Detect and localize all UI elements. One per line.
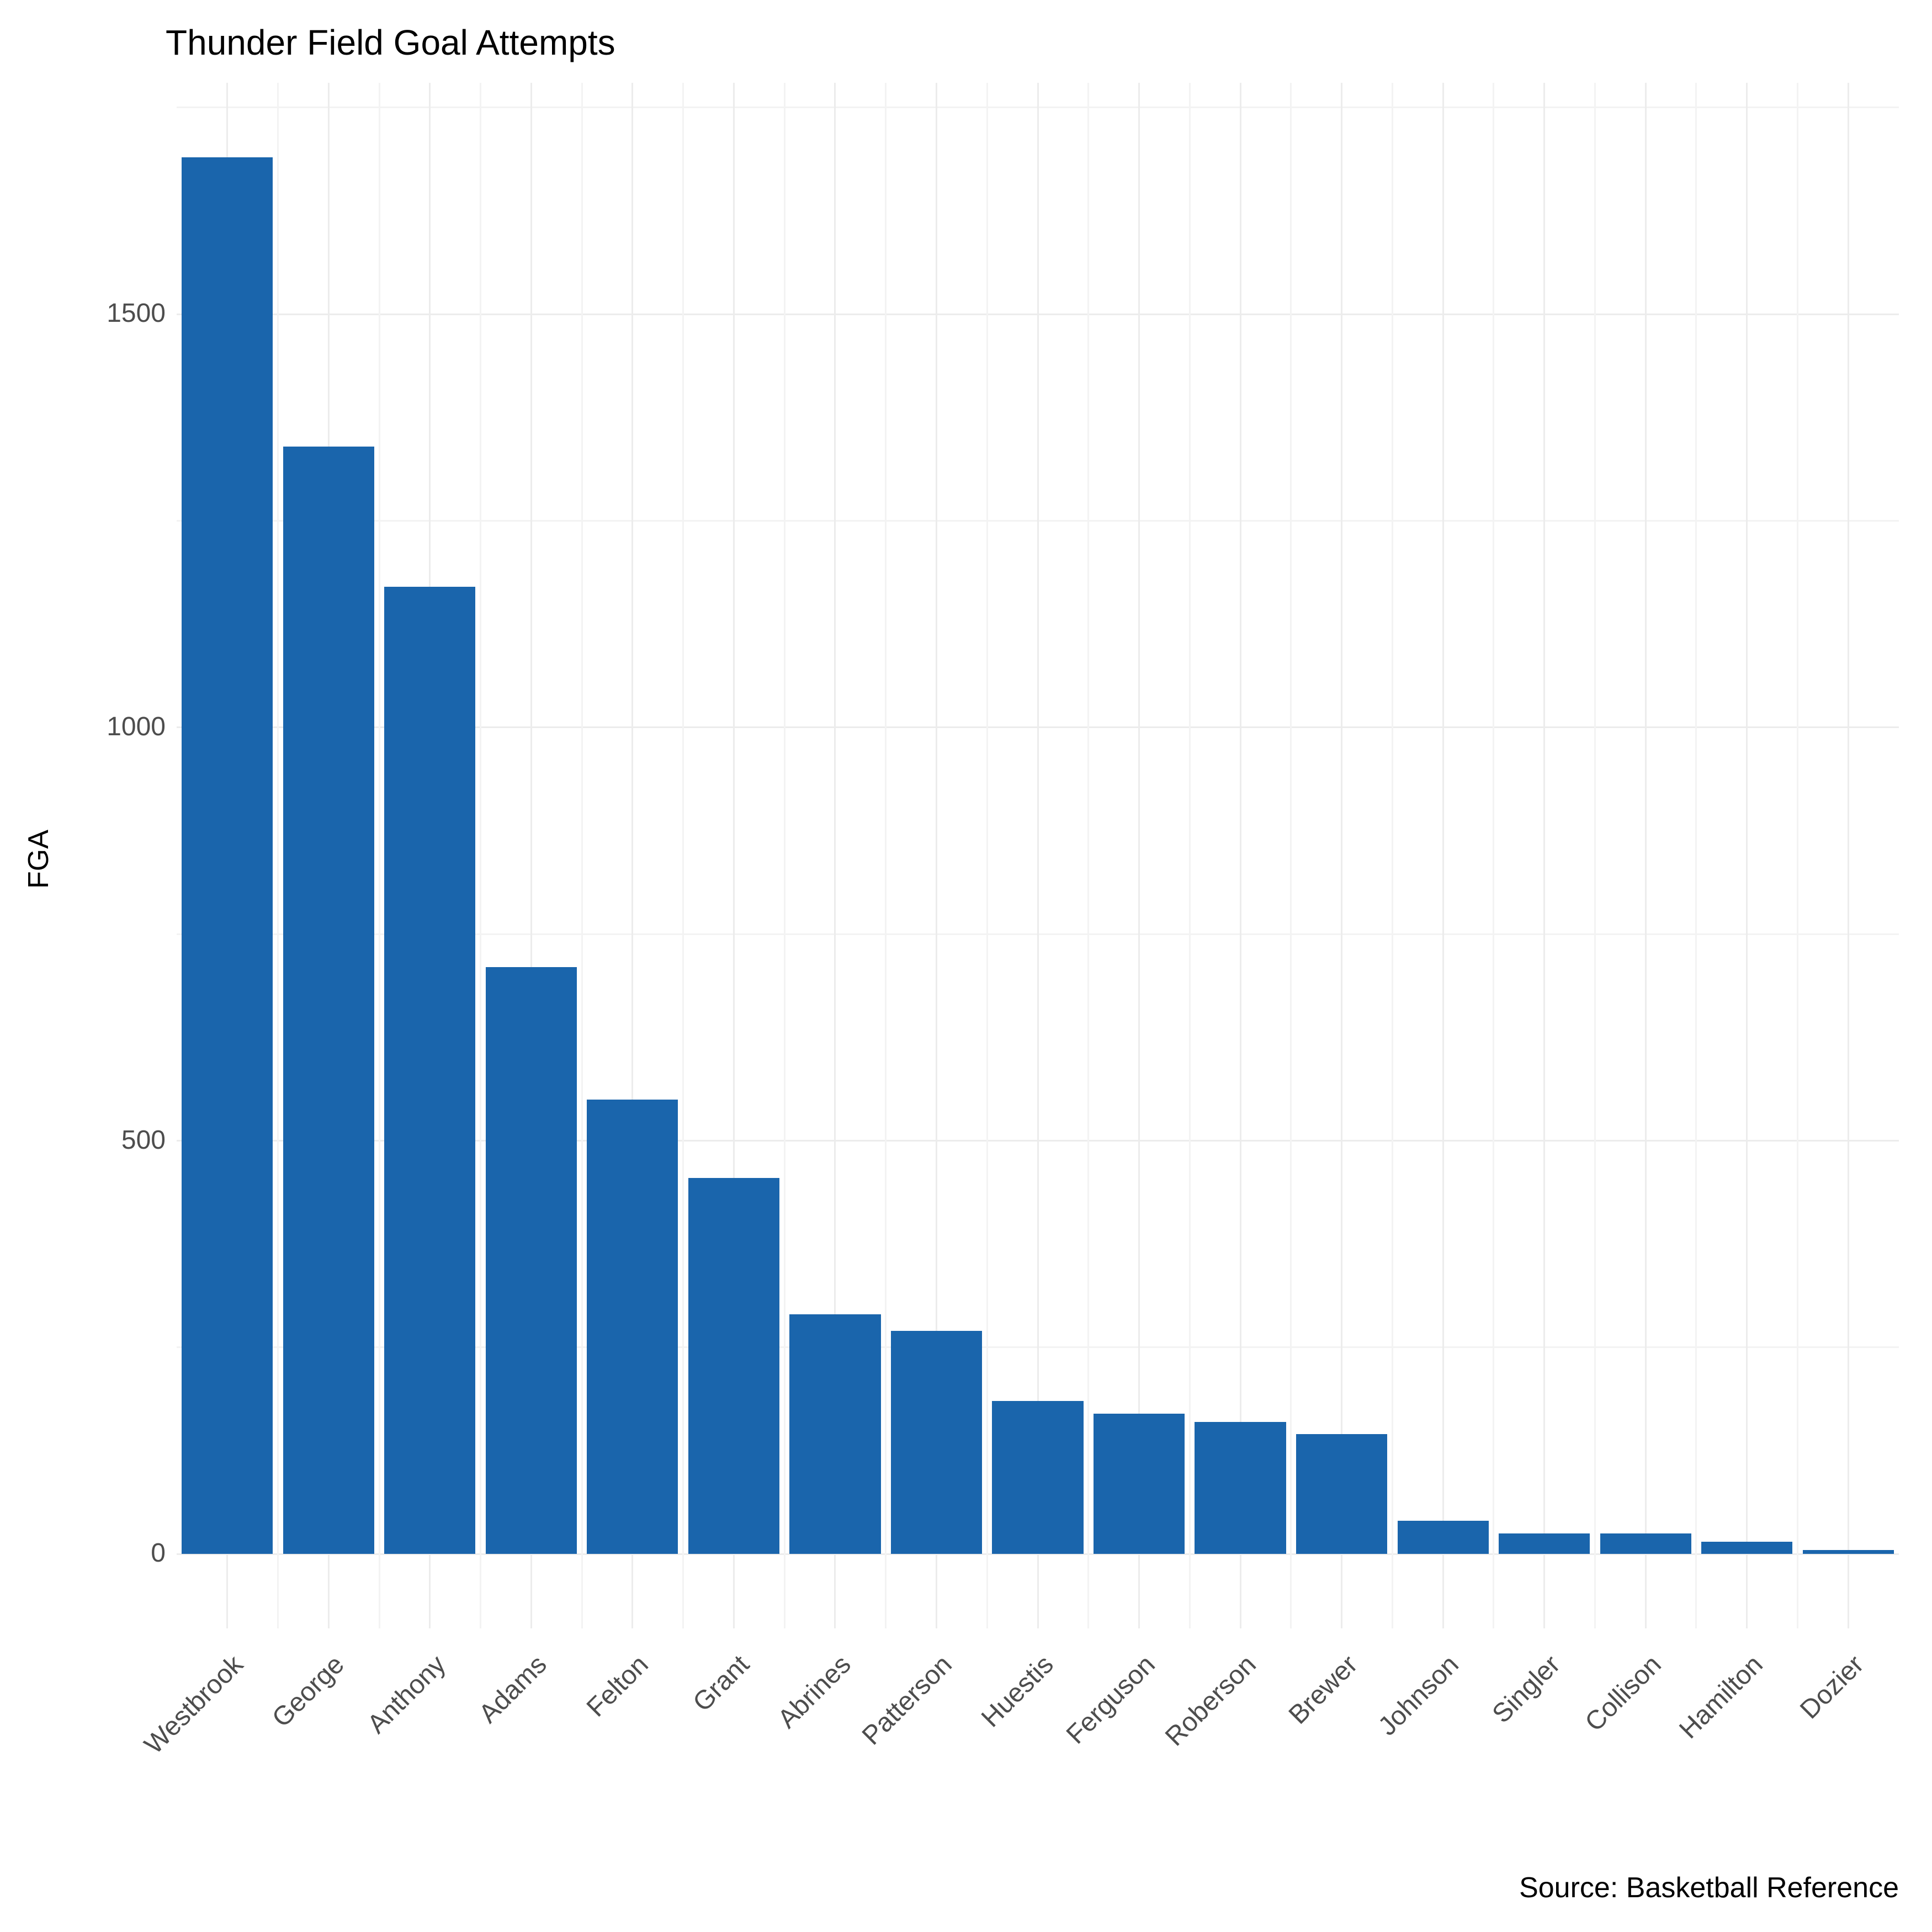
bar bbox=[182, 157, 273, 1554]
y-tick-label: 500 bbox=[55, 1125, 166, 1155]
gridline-vertical-minor bbox=[784, 83, 785, 1628]
x-tick-label: Abrines bbox=[680, 1649, 857, 1827]
y-tick-label: 1500 bbox=[55, 298, 166, 328]
x-tick-label: Roberson bbox=[1085, 1649, 1262, 1827]
bar bbox=[1499, 1533, 1590, 1554]
plot-area bbox=[177, 83, 1899, 1628]
gridline-vertical-minor bbox=[986, 83, 988, 1628]
gridline-vertical bbox=[1645, 83, 1647, 1628]
gridline-vertical-minor bbox=[1594, 83, 1596, 1628]
gridline-vertical bbox=[1442, 83, 1444, 1628]
bar bbox=[486, 967, 577, 1554]
bar bbox=[1600, 1533, 1691, 1554]
x-tick-label: Felton bbox=[477, 1649, 655, 1827]
x-tick-label: Dozier bbox=[1692, 1649, 1870, 1827]
x-tick-label: Westbrook bbox=[71, 1649, 249, 1827]
x-tick-label: Anthony bbox=[274, 1649, 452, 1827]
gridline-vertical bbox=[1240, 83, 1241, 1628]
gridline-vertical-minor bbox=[1797, 83, 1798, 1628]
gridline-vertical-minor bbox=[1290, 83, 1292, 1628]
gridline-vertical bbox=[1037, 83, 1039, 1628]
bar bbox=[992, 1401, 1083, 1554]
gridline-vertical-minor bbox=[682, 83, 684, 1628]
x-tick-label: Adams bbox=[375, 1649, 553, 1827]
bar bbox=[1195, 1422, 1286, 1554]
chart-container: Thunder Field Goal Attempts FGA Source: … bbox=[0, 0, 1932, 1932]
x-tick-label: Grant bbox=[578, 1649, 756, 1827]
x-tick-label: Hamilton bbox=[1591, 1649, 1769, 1827]
x-tick-label: Patterson bbox=[781, 1649, 958, 1827]
gridline-vertical-minor bbox=[1087, 83, 1089, 1628]
x-tick-label: Johnson bbox=[1287, 1649, 1465, 1827]
gridline-vertical-minor bbox=[581, 83, 583, 1628]
bar bbox=[283, 447, 374, 1554]
x-tick-label: Brewer bbox=[1186, 1649, 1363, 1827]
chart-caption: Source: Basketball Reference bbox=[1519, 1871, 1899, 1904]
gridline-vertical-minor bbox=[1392, 83, 1393, 1628]
bar bbox=[1701, 1542, 1792, 1554]
gridline-vertical-minor bbox=[277, 83, 279, 1628]
bar bbox=[1094, 1414, 1185, 1554]
gridline-vertical-minor bbox=[1695, 83, 1697, 1628]
gridline-vertical bbox=[1341, 83, 1342, 1628]
bar bbox=[688, 1178, 779, 1554]
gridline-vertical bbox=[1138, 83, 1140, 1628]
x-tick-label: Collison bbox=[1490, 1649, 1668, 1827]
gridline-vertical-minor bbox=[1189, 83, 1191, 1628]
bar bbox=[1398, 1521, 1489, 1554]
bar bbox=[587, 1100, 678, 1554]
gridline-vertical bbox=[1543, 83, 1545, 1628]
y-axis-label: FGA bbox=[22, 830, 55, 889]
y-tick-label: 0 bbox=[55, 1538, 166, 1568]
bar bbox=[891, 1331, 982, 1554]
gridline-vertical bbox=[1746, 83, 1748, 1628]
y-tick-label: 1000 bbox=[55, 712, 166, 742]
x-tick-label: George bbox=[173, 1649, 351, 1827]
x-tick-label: Singler bbox=[1388, 1649, 1566, 1827]
bar bbox=[1296, 1434, 1387, 1554]
bar bbox=[789, 1314, 880, 1554]
x-tick-label: Huestis bbox=[882, 1649, 1060, 1827]
gridline-vertical bbox=[1848, 83, 1849, 1628]
chart-title: Thunder Field Goal Attempts bbox=[166, 22, 615, 63]
gridline-vertical-minor bbox=[480, 83, 481, 1628]
bar bbox=[1803, 1550, 1894, 1554]
gridline-vertical-minor bbox=[1493, 83, 1494, 1628]
bar bbox=[384, 587, 475, 1554]
x-tick-label: Ferguson bbox=[983, 1649, 1161, 1827]
gridline-vertical-minor bbox=[379, 83, 380, 1628]
gridline-vertical-minor bbox=[885, 83, 887, 1628]
